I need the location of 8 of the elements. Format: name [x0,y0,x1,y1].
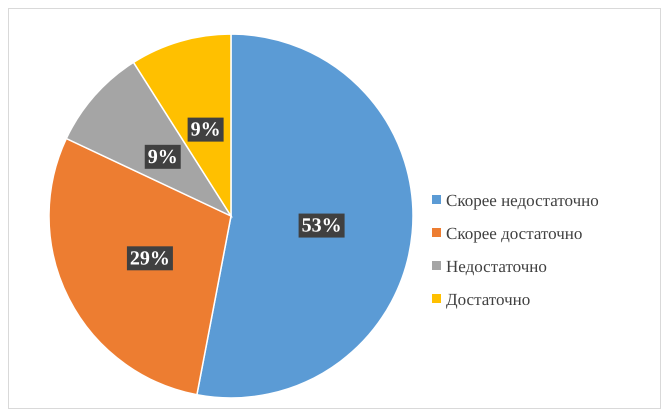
data-label: 9% [148,146,178,168]
data-label: 9% [190,118,221,141]
legend-label: Достаточно [446,290,530,309]
legend-label: Недостаточно [446,256,547,276]
data-label: 53% [302,214,342,237]
data-label: 29% [130,247,170,270]
legend-label: Скорее недостаточно [446,190,599,210]
legend-label: Скорее достаточно [446,224,582,243]
